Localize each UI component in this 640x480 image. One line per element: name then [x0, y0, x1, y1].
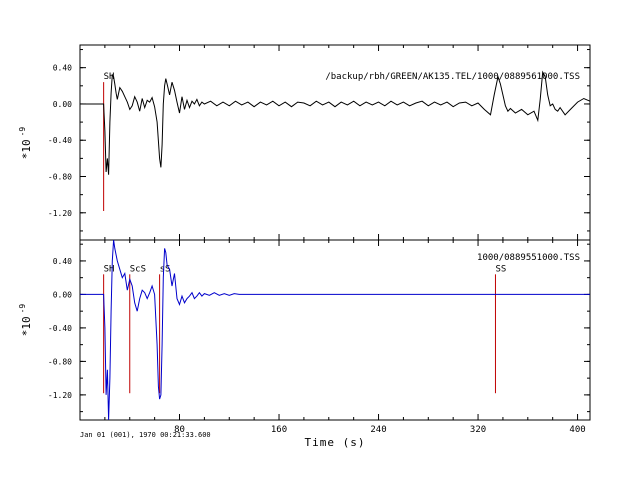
x-tick-label: 160	[271, 425, 287, 435]
bottom-ytick-label: -0.80	[48, 357, 72, 366]
phase-label-scs: ScS	[130, 264, 146, 274]
top-ylabel: *10-9	[18, 127, 33, 160]
top-ytick-label: -0.40	[48, 136, 72, 145]
top-trace-line	[80, 70, 591, 175]
x-tick-label: 400	[569, 425, 585, 435]
bottom-panel: 0.40 0.00 -0.40 -0.80 -1.20 80 160 240 320 400 *10…	[18, 239, 591, 435]
x-tick-label: 80	[174, 425, 185, 435]
x-axis-label: Time (s)	[305, 436, 366, 449]
top-trace-title: /backup/rbh/GREEN/AK135.TEL/1000/0889561…	[325, 72, 580, 82]
bottom-frame	[79, 239, 591, 421]
top-ytick-label: -0.80	[48, 173, 72, 182]
phase-label-sh: SH	[104, 72, 115, 82]
phase-label-sh: SH	[104, 264, 115, 274]
x-tick-label: 320	[470, 425, 486, 435]
bottom-trace-line	[80, 239, 590, 421]
top-ytick-label: -1.20	[48, 209, 72, 218]
bottom-ytick-label: -1.20	[48, 391, 72, 400]
x-tick-label: 240	[370, 425, 386, 435]
footer-timestamp: Jan 01 (001), 1970 00:21:33.600	[80, 431, 211, 439]
bottom-trace-title: 1000/0889551000.TSS	[477, 253, 580, 263]
phase-label-ss: SS	[495, 264, 506, 274]
bottom-ylabel: *10-9	[18, 304, 33, 337]
top-ytick-label: 0.40	[53, 64, 72, 73]
top-ytick-label: 0.00	[53, 100, 72, 109]
top-panel: 0.40 0.00 -0.40 -0.80 -1.20 *10-9/backup/rbh/…	[18, 44, 591, 241]
bottom-ytick-label: 0.40	[53, 257, 72, 266]
bottom-ytick-label: -0.40	[48, 324, 72, 333]
bottom-ytick-label: 0.00	[53, 290, 72, 299]
phase-label-ss: sS	[160, 264, 171, 274]
